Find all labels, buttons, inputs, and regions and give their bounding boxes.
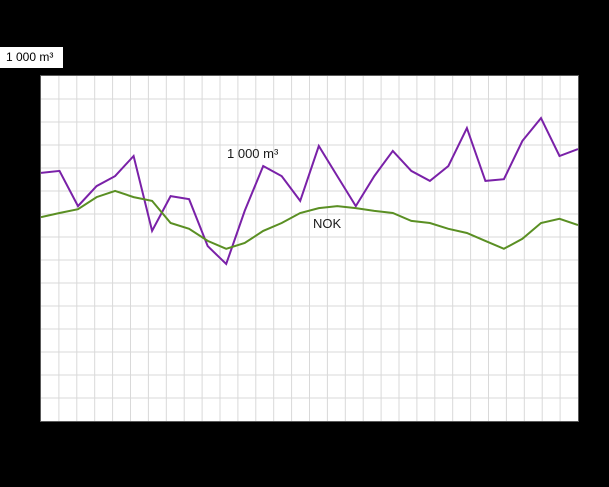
series-label-volume: 1 000 m³ — [227, 146, 279, 161]
volume-line — [41, 116, 578, 266]
y-axis-unit-label: 1 000 m³ — [0, 47, 64, 68]
nok-line — [41, 189, 578, 250]
plot-area: 1 000 m³ NOK — [40, 75, 579, 422]
series-label-nok: NOK — [313, 216, 342, 231]
line-chart — [41, 76, 578, 421]
